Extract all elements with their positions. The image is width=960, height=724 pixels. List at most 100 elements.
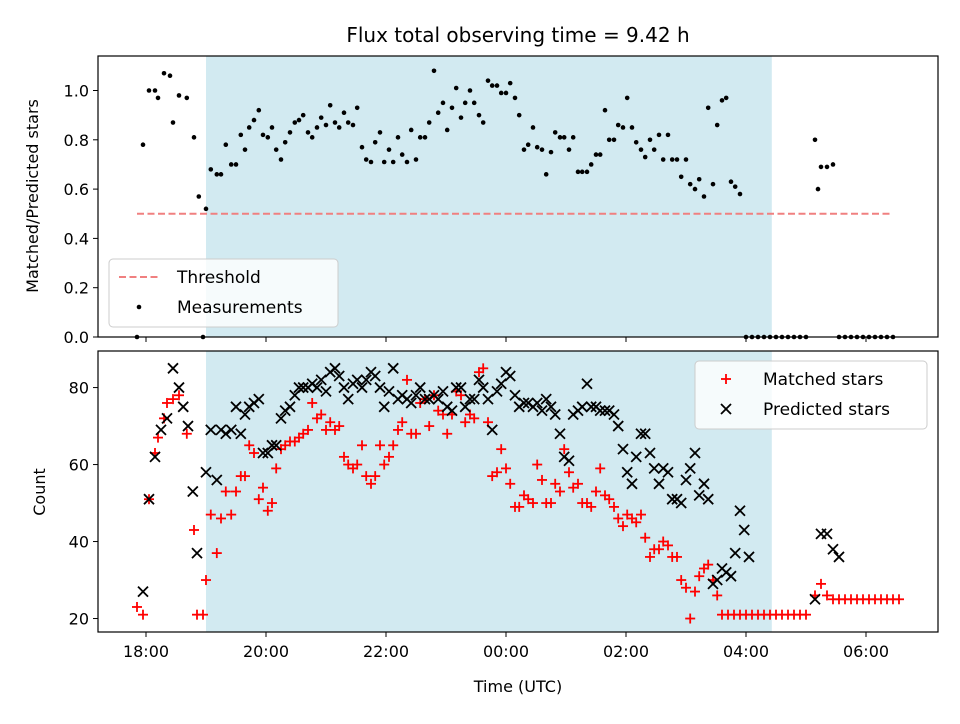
measurement-point-24 [256,107,262,113]
predicted-point-81 [518,397,530,409]
legend-threshold-label: Threshold [176,268,261,288]
predicted-point-48-b [369,370,381,382]
predicted-point-94 [576,401,588,413]
predicted-point-1-b [143,493,155,505]
legend-predicted-label: Predicted stars [763,400,890,420]
measurement-point-54 [390,159,396,165]
predicted-point-0-b [137,585,149,598]
measurement-point-122 [696,176,702,182]
predicted-point-131 [743,551,755,563]
predicted-point-15 [220,428,232,440]
predicted-point-84-b [531,397,543,409]
measurement-point-46 [354,105,360,111]
predicted-point-17-b [230,401,242,413]
measurement-point-64 [435,110,441,115]
measurement-point-97 [584,169,590,175]
measurement-point-126 [714,122,720,128]
matched-point-113 [654,544,664,555]
matched-point-79 [501,463,511,474]
matched-point-108 [631,517,642,528]
measurement-point-128 [723,95,729,101]
matched-point-66 [442,428,453,439]
x-tick-label-3: 00:00 [483,642,529,661]
predicted-point-91-b [563,455,575,467]
predicted-point-59 [419,393,431,405]
matched-point-86 [532,459,543,470]
predicted-point-56-b [405,397,417,409]
predicted-point-70-b [468,393,480,405]
y-tick-label-1-1: 40 [69,533,89,552]
legend-measurements-swatch [136,304,142,310]
measurement-point-48 [363,157,369,162]
predicted-point-98 [594,405,606,417]
predicted-point-2-b [149,451,161,463]
top-legend-box [108,258,339,328]
measurement-point-106 [624,95,630,101]
predicted-point-8-b [182,420,194,432]
predicted-point-42 [342,393,354,405]
measurement-point-8 [176,93,182,98]
predicted-point-117-b [680,474,692,486]
predicted-point-95 [581,378,593,390]
predicted-point-129 [734,505,746,517]
predicted-point-12-b [205,424,217,436]
predicted-point-7 [177,401,189,413]
matched-point-54 [388,440,399,451]
predicted-point-37 [320,385,332,398]
measurement-point-113 [656,132,662,138]
predicted-point-5-b [167,362,179,374]
predicted-point-40 [333,370,345,382]
predicted-point-35 [311,381,323,394]
legend-x-mark-b [720,403,732,415]
matched-point-95 [573,478,583,489]
measurement-point-16 [218,172,224,177]
predicted-point-42-b [342,393,354,405]
predicted-point-110-b [648,462,660,475]
predicted-point-44 [351,374,363,386]
measurement-point-109 [638,147,644,152]
measurement-point-111 [647,137,653,143]
matched-point-103 [609,501,619,512]
top-y-ticks: 0.0 0.2 0.4 0.6 0.8 1.0 [64,82,98,347]
predicted-point-135 [827,543,839,555]
measurement-point-66 [444,127,450,133]
predicted-point-66 [450,381,462,394]
matched-point-55 [393,424,403,435]
predicted-point-2 [149,451,161,463]
measurement-point-95 [575,169,581,175]
predicted-point-73 [482,393,494,405]
matched-point-38 [316,409,327,420]
predicted-point-51-b [383,385,395,398]
predicted-point-4-b [161,412,173,424]
predicted-point-103-b [617,443,629,455]
legend-matched-swatch [721,374,731,384]
matched-point-74 [478,363,489,374]
measurement-point-7 [170,120,176,125]
measurement-point-125 [710,181,716,187]
measurement-point-59 [413,157,419,162]
predicted-point-62-b [432,393,444,405]
predicted-point-3 [155,424,167,436]
measurement-point-60 [417,135,423,140]
measurement-point-85 [530,125,536,130]
matched-point-46 [352,459,363,470]
measurement-point-90 [552,130,558,135]
predicted-point-96 [585,401,597,413]
measurement-point-117 [674,157,680,162]
measurement-point-33 [296,117,302,123]
legend-predicted-swatch [720,403,732,415]
measurement-point-44 [345,120,351,125]
measurement-point-76 [489,83,495,88]
predicted-point-86 [540,393,552,405]
measurement-point-71 [467,88,473,93]
measurement-point-40 [327,102,333,108]
matched-point-8 [174,390,184,401]
predicted-point-16 [225,424,237,436]
predicted-point-67 [455,381,467,394]
measurement-point-102 [606,137,612,143]
predicted-point-130-b [738,524,750,536]
matched-point-59 [411,428,421,439]
predicted-point-65-b [446,405,458,417]
predicted-point-84 [531,397,543,409]
